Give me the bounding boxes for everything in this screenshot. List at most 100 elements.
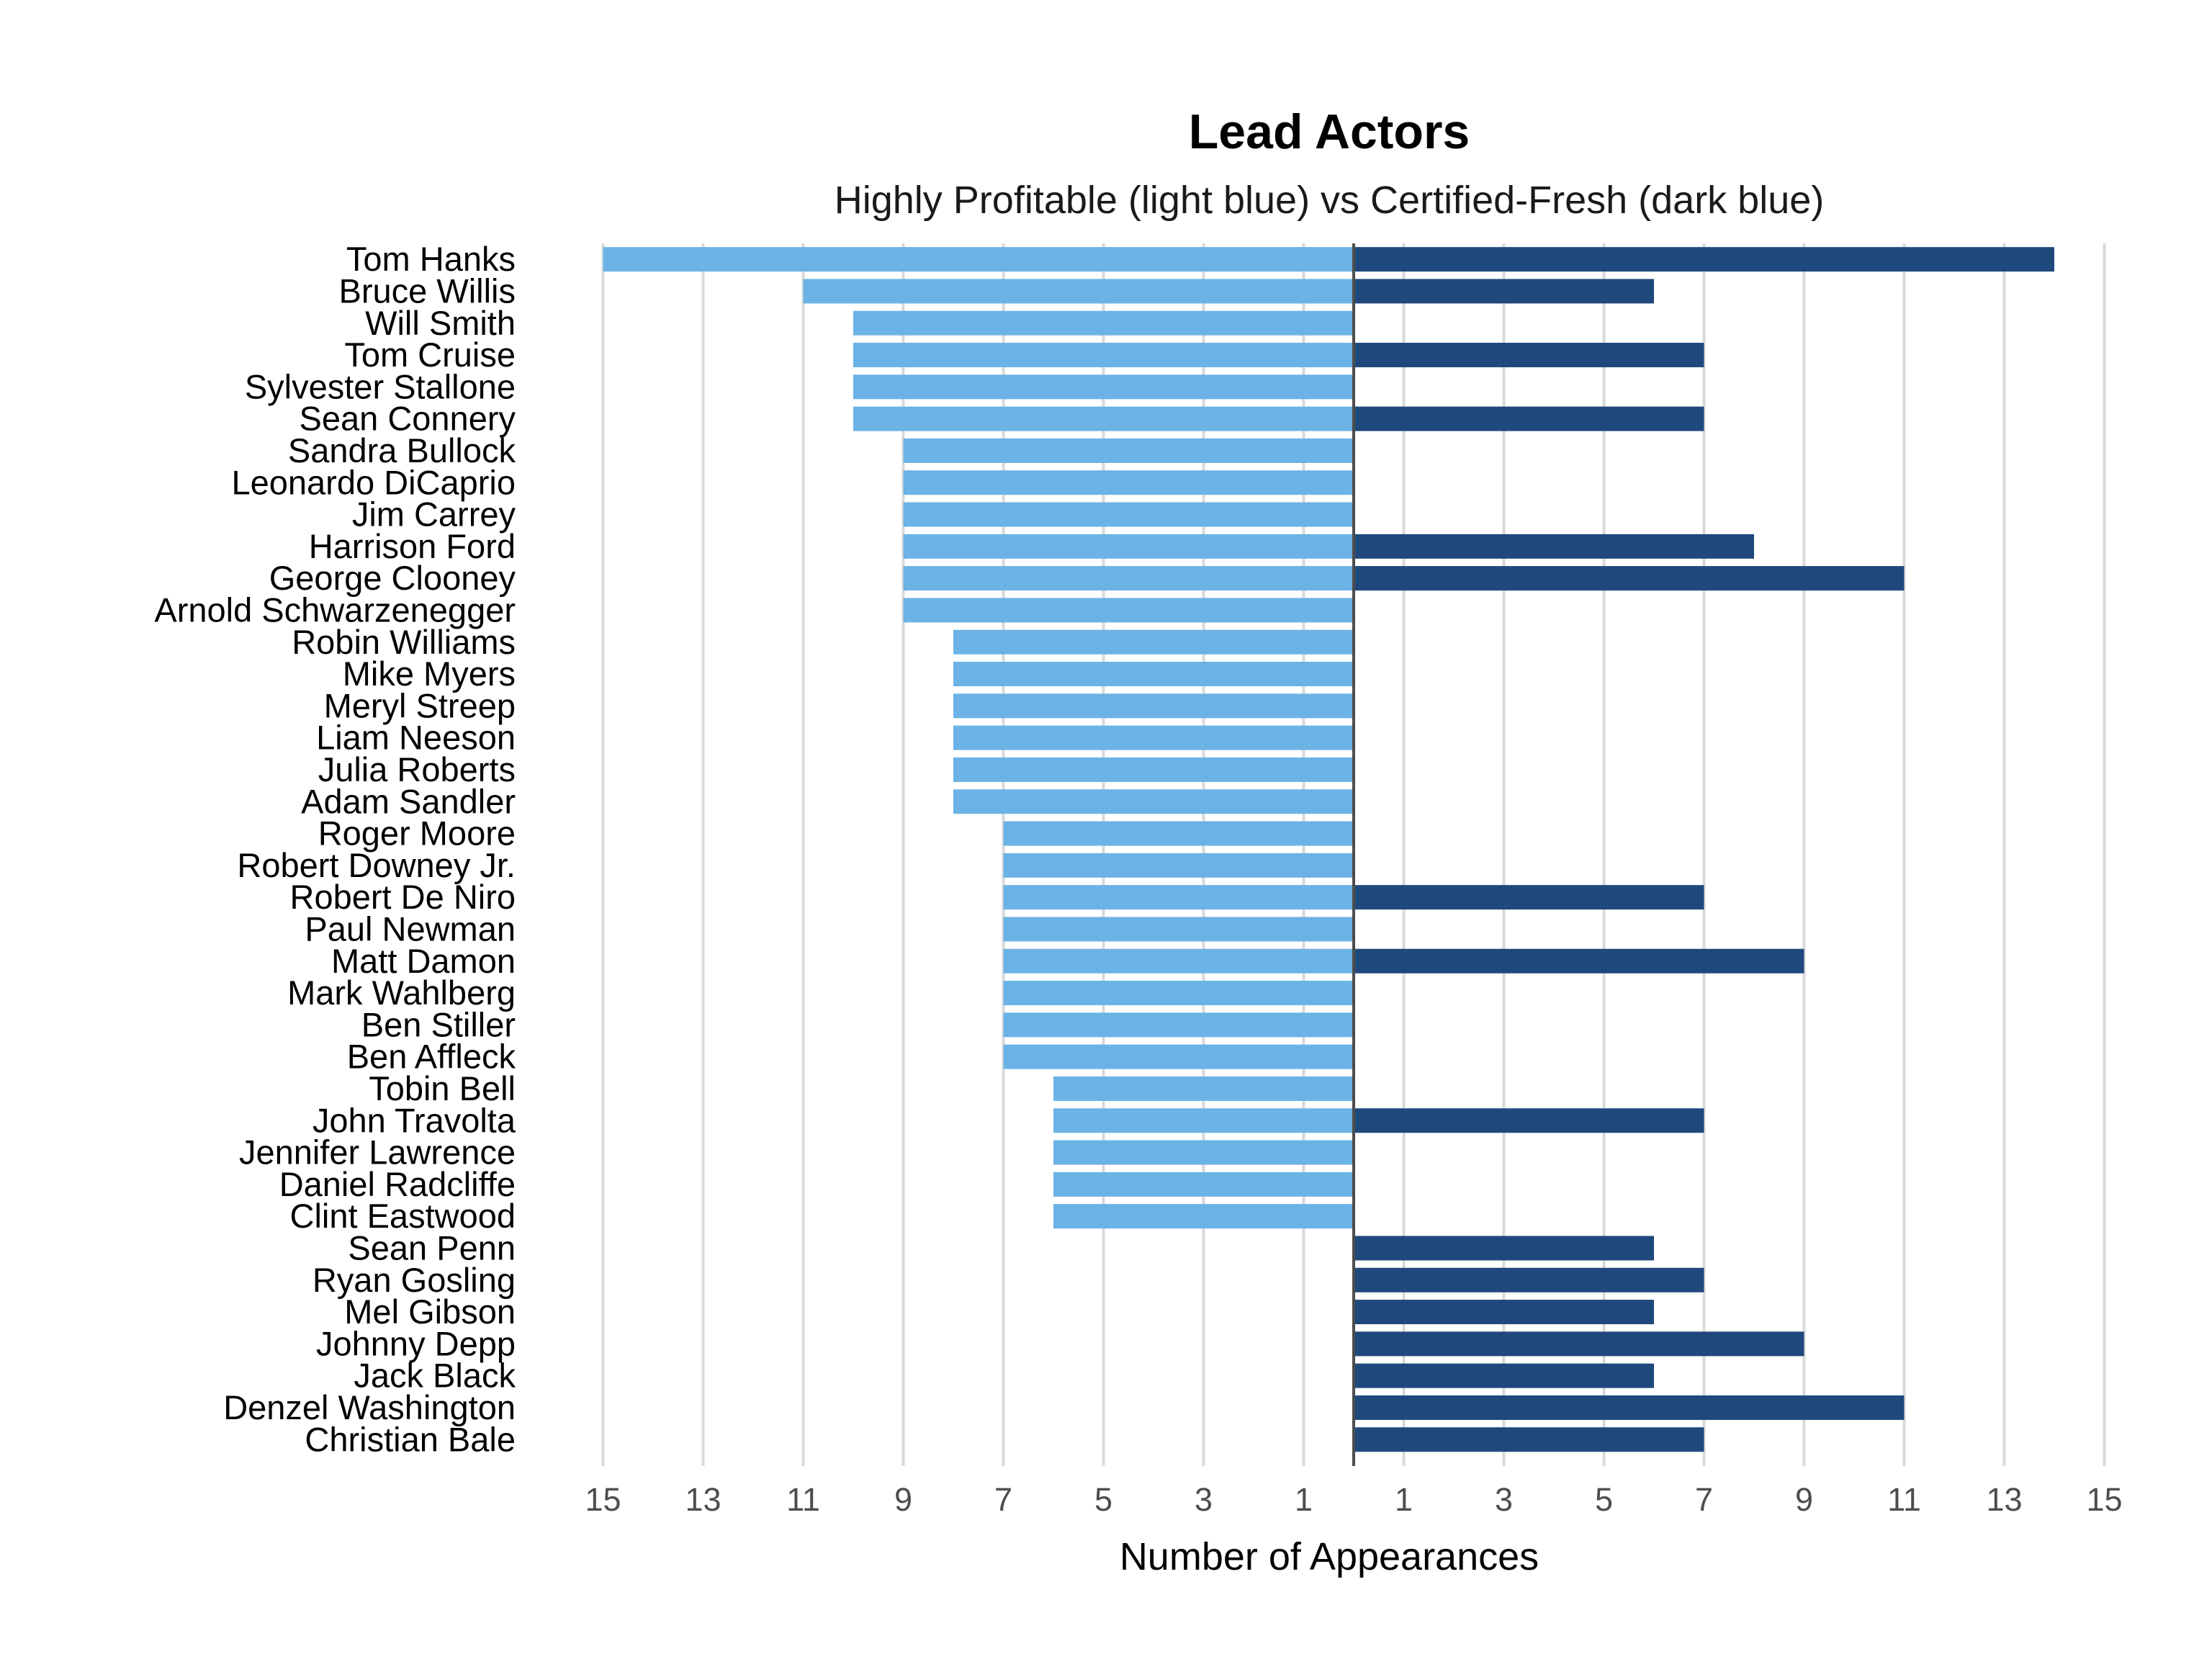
y-category-label: Liam Neeson: [316, 719, 516, 757]
bar-highly-profitable: [903, 502, 1354, 527]
y-category-label: Robert De Niro: [290, 878, 516, 916]
y-category-label: George Clooney: [269, 559, 516, 597]
bar-highly-profitable: [1003, 1044, 1354, 1069]
x-tick-label: 7: [1695, 1481, 1713, 1518]
bar-certified-fresh: [1354, 279, 1654, 304]
y-category-label: Ben Affleck: [347, 1038, 516, 1076]
y-category-label: Tom Cruise: [344, 336, 516, 374]
bar-certified-fresh: [1354, 406, 1704, 431]
bar-certified-fresh: [1354, 1427, 1704, 1452]
y-category-label: Mel Gibson: [344, 1292, 516, 1331]
y-category-label: Matt Damon: [331, 942, 516, 980]
y-category-label: Mark Wahlberg: [287, 974, 516, 1012]
bar-highly-profitable: [953, 757, 1354, 782]
x-tick-label: 9: [1795, 1481, 1813, 1518]
y-category-label: Daniel Radcliffe: [279, 1165, 516, 1203]
bar-highly-profitable: [1003, 885, 1354, 910]
x-tick-label: 13: [685, 1481, 721, 1518]
chart-subtitle: Highly Profitable (light blue) vs Certif…: [835, 179, 1825, 222]
y-category-label: Adam Sandler: [301, 782, 516, 820]
bar-certified-fresh: [1354, 566, 1905, 591]
bar-highly-profitable: [1053, 1204, 1354, 1229]
y-category-label: Sylvester Stallone: [245, 367, 516, 405]
x-axis-tick-labels: 15 13 11 9 7 5 3 1 1 3 5 7 9 11 13 15: [585, 1481, 2122, 1518]
bar-certified-fresh: [1354, 1331, 1804, 1357]
y-category-label: Meryl Streep: [324, 686, 516, 724]
bar-certified-fresh: [1354, 1236, 1654, 1261]
y-category-label: Jack Black: [354, 1357, 516, 1395]
x-tick-label: 1: [1295, 1481, 1313, 1518]
y-category-label: Leonardo DiCaprio: [231, 463, 516, 501]
y-category-label: Sandra Bullock: [288, 431, 516, 469]
y-category-label: Sean Connery: [300, 400, 516, 438]
bar-highly-profitable: [953, 725, 1354, 750]
bar-highly-profitable: [1053, 1076, 1354, 1101]
y-category-label: Arnold Schwarzenegger: [154, 590, 516, 629]
bar-highly-profitable: [953, 789, 1354, 814]
x-tick-label: 1: [1395, 1481, 1413, 1518]
bar-highly-profitable: [903, 566, 1354, 591]
x-tick-label: 7: [994, 1481, 1012, 1518]
y-category-label: Ryan Gosling: [313, 1261, 516, 1299]
y-category-label: Paul Newman: [305, 909, 516, 948]
chart-title: Lead Actors: [1189, 104, 1470, 159]
bar-highly-profitable: [903, 470, 1354, 495]
bar-highly-profitable: [903, 534, 1354, 559]
x-tick-label: 11: [1887, 1481, 1921, 1518]
x-tick-label: 9: [894, 1481, 912, 1518]
y-category-label: Jennifer Lawrence: [239, 1133, 516, 1172]
bar-certified-fresh: [1354, 343, 1704, 368]
bar-highly-profitable: [1053, 1172, 1354, 1197]
bar-certified-fresh: [1354, 1108, 1704, 1133]
bar-highly-profitable: [1003, 948, 1354, 974]
bar-certified-fresh: [1354, 1395, 1905, 1420]
x-tick-label: 5: [1094, 1481, 1112, 1518]
y-category-label: Mike Myers: [343, 655, 516, 693]
bar-highly-profitable: [953, 693, 1354, 719]
bar-certified-fresh: [1354, 948, 1804, 974]
x-tick-label: 11: [786, 1481, 820, 1518]
bar-highly-profitable: [1003, 1012, 1354, 1038]
y-category-label: Will Smith: [365, 304, 516, 342]
y-category-label: Clint Eastwood: [290, 1197, 516, 1235]
y-category-label: Harrison Ford: [309, 527, 516, 565]
x-tick-label: 3: [1495, 1481, 1513, 1518]
y-category-label: Ben Stiller: [361, 1005, 516, 1043]
y-category-label: Tobin Bell: [369, 1069, 516, 1107]
y-category-label: Julia Roberts: [318, 750, 516, 788]
bar-certified-fresh: [1354, 247, 2054, 272]
bar-highly-profitable: [603, 247, 1354, 272]
y-category-label: Christian Bale: [305, 1420, 516, 1458]
bar-highly-profitable: [1003, 981, 1354, 1006]
bar-highly-profitable: [853, 406, 1354, 431]
bar-certified-fresh: [1354, 534, 1754, 559]
y-category-label: Sean Penn: [348, 1228, 516, 1267]
bar-highly-profitable: [953, 629, 1354, 655]
bar-certified-fresh: [1354, 1300, 1654, 1325]
y-category-label: John Travolta: [313, 1101, 516, 1139]
y-category-label: Johnny Depp: [316, 1324, 516, 1362]
bar-highly-profitable: [903, 598, 1354, 623]
bar-highly-profitable: [953, 662, 1354, 687]
bar-highly-profitable: [803, 279, 1354, 304]
x-axis-title: Number of Appearances: [1120, 1535, 1539, 1578]
y-category-label: Jim Carrey: [352, 495, 516, 534]
y-category-label: Bruce Willis: [339, 271, 516, 310]
x-tick-label: 15: [2086, 1481, 2122, 1518]
bar-highly-profitable: [853, 374, 1354, 400]
x-tick-label: 13: [1986, 1481, 2022, 1518]
bar-certified-fresh: [1354, 1267, 1704, 1292]
bars: [603, 247, 2054, 1452]
bar-highly-profitable: [1003, 821, 1354, 846]
x-tick-label: 3: [1195, 1481, 1213, 1518]
bar-highly-profitable: [853, 310, 1354, 336]
bar-highly-profitable: [903, 438, 1354, 463]
x-tick-label: 15: [585, 1481, 621, 1518]
y-category-label: Tom Hanks: [346, 240, 516, 278]
y-category-label: Robert Downey Jr.: [237, 846, 516, 884]
bar-highly-profitable: [1053, 1108, 1354, 1133]
y-category-label: Roger Moore: [318, 814, 516, 853]
bar-highly-profitable: [1053, 1140, 1354, 1165]
